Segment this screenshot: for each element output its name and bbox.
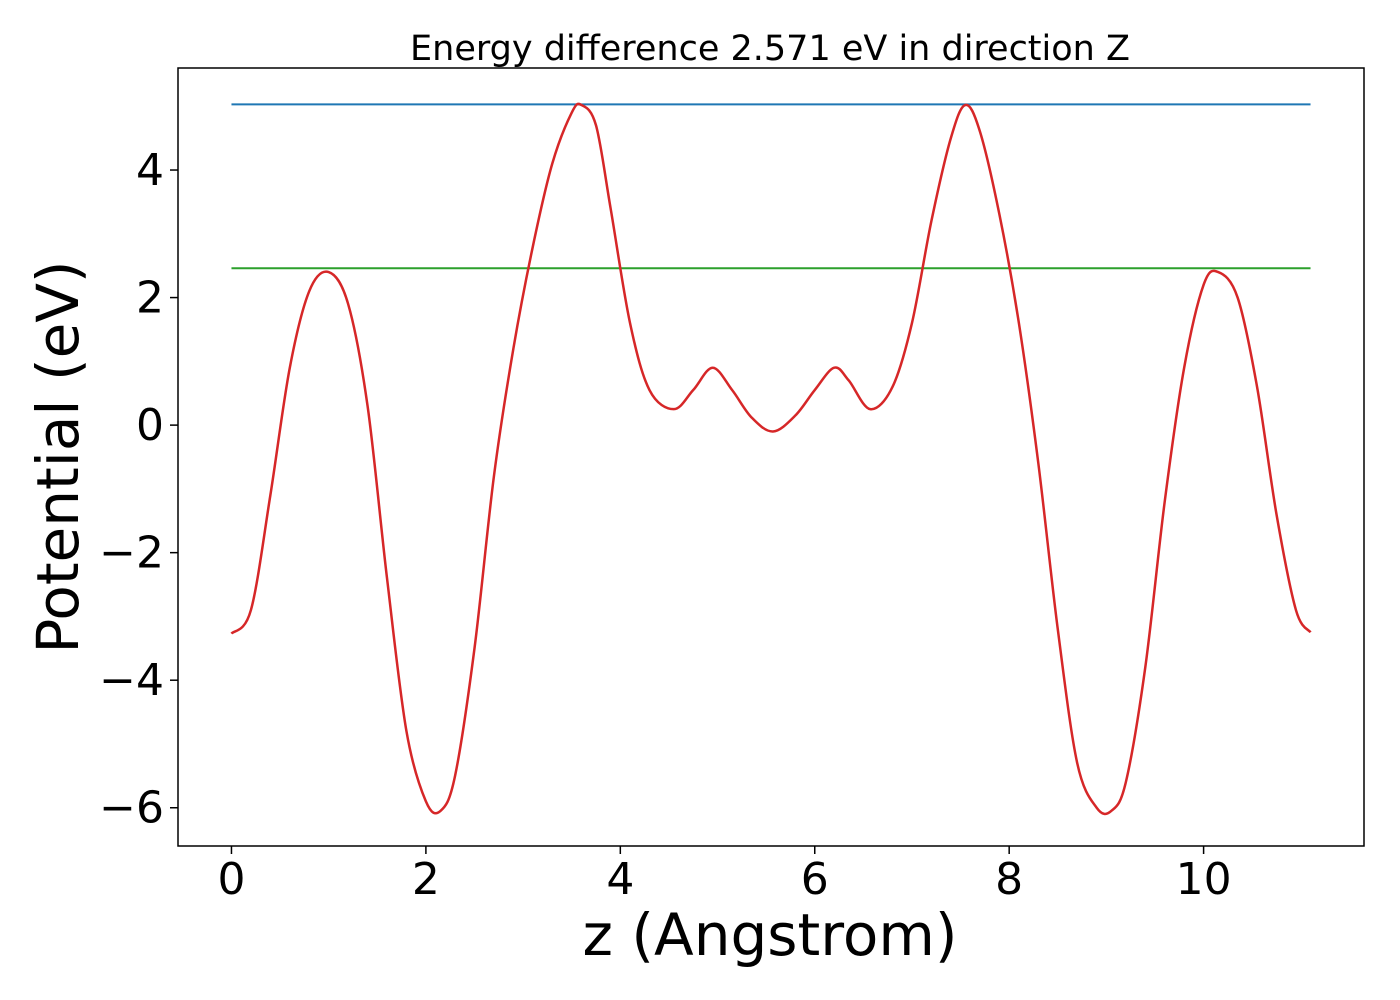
y-axis-label: Potential (eV) xyxy=(24,260,92,653)
x-tick-label: 2 xyxy=(412,854,440,905)
y-tick-label: −6 xyxy=(99,783,164,834)
x-ticks: 0 2 4 6 8 10 xyxy=(217,846,1232,905)
x-tick-label: 6 xyxy=(801,854,829,905)
series-line-3 xyxy=(230,102,1312,816)
x-tick-label: 4 xyxy=(606,854,634,905)
y-tick-label: 2 xyxy=(136,273,164,324)
y-tick-label: −2 xyxy=(99,528,164,579)
plot-frame xyxy=(177,67,1365,847)
y-ticks: −6 −4 −2 0 2 4 xyxy=(99,145,178,834)
y-tick-label: −4 xyxy=(99,655,164,706)
chart-title: Energy difference 2.571 eV in direction … xyxy=(410,29,1130,69)
x-tick-label: 10 xyxy=(1176,854,1232,905)
series-group xyxy=(230,102,1312,816)
y-tick-label: 0 xyxy=(136,400,164,451)
x-tick-label: 0 xyxy=(217,854,245,905)
y-tick-label: 4 xyxy=(136,145,164,196)
x-tick-label: 8 xyxy=(995,854,1023,905)
x-axis-label: z (Angstrom) xyxy=(583,901,958,969)
